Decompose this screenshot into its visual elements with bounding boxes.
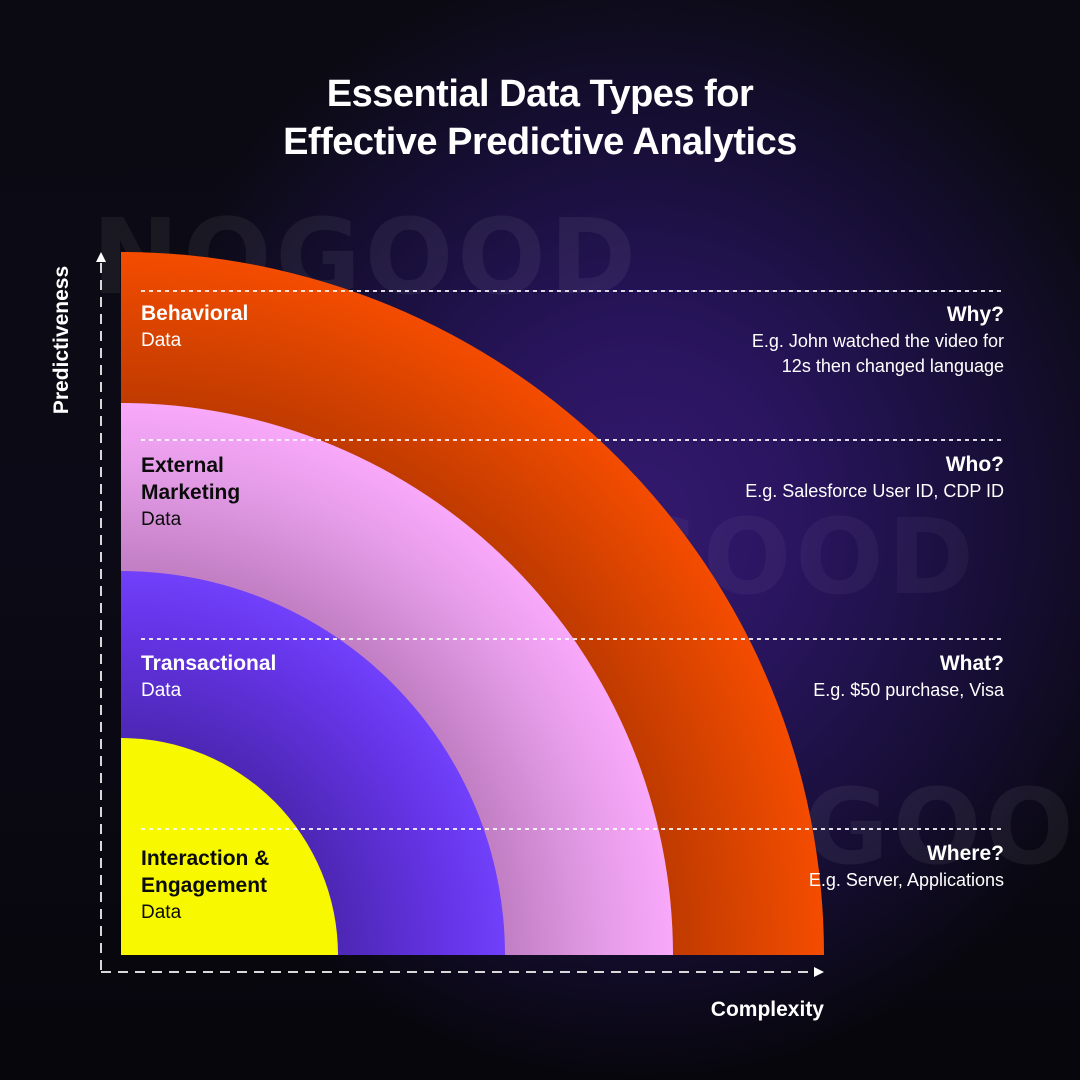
- label-behavioral-name: Behavioral: [141, 302, 249, 325]
- label-external-name-1: External: [141, 454, 224, 477]
- y-axis-label: Predictiveness: [50, 265, 73, 415]
- page-title: Essential Data Types for Effective Predi…: [0, 70, 1080, 166]
- title-line-2: Effective Predictive Analytics: [283, 121, 797, 163]
- title-line-1: Essential Data Types for: [326, 73, 754, 115]
- question-who: Who?: [945, 453, 1004, 476]
- label-external-sub: Data: [141, 509, 182, 530]
- example-why-2: 12s then changed language: [781, 356, 1004, 376]
- example-why-1: E.g. John watched the video for: [751, 331, 1004, 351]
- question-what: What?: [939, 652, 1004, 675]
- label-interaction: Interaction & Engagement Data: [141, 845, 269, 927]
- label-behavioral-sub: Data: [141, 330, 182, 351]
- x-axis-arrow-icon: [814, 967, 824, 977]
- layer-interaction-shape: [121, 738, 338, 955]
- axes: [100, 262, 816, 973]
- example-what: E.g. $50 purchase, Visa: [813, 680, 1004, 700]
- example-where: E.g. Server, Applications: [808, 870, 1004, 890]
- y-axis-arrow-icon: [96, 252, 106, 262]
- info-why: Why? E.g. John watched the video for 12s…: [752, 301, 1004, 379]
- question-why: Why?: [946, 303, 1004, 326]
- x-axis-label: Complexity: [710, 998, 824, 1021]
- info-what: What? E.g. $50 purchase, Visa: [813, 650, 1004, 703]
- label-interaction-name-1: Interaction &: [141, 847, 270, 870]
- question-where: Where?: [926, 842, 1004, 865]
- label-external-name-2: Marketing: [141, 481, 241, 504]
- label-interaction-name-2: Engagement: [141, 874, 268, 897]
- label-interaction-sub: Data: [141, 902, 182, 923]
- info-where: Where? E.g. Server, Applications: [809, 840, 1004, 893]
- label-transactional-sub: Data: [141, 680, 182, 701]
- label-transactional: Transactional Data: [141, 650, 276, 705]
- info-who: Who? E.g. Salesforce User ID, CDP ID: [745, 451, 1004, 504]
- label-transactional-name: Transactional: [141, 652, 277, 675]
- example-who: E.g. Salesforce User ID, CDP ID: [745, 481, 1004, 501]
- label-behavioral: Behavioral Data: [141, 300, 248, 355]
- label-external: External Marketing Data: [141, 452, 240, 534]
